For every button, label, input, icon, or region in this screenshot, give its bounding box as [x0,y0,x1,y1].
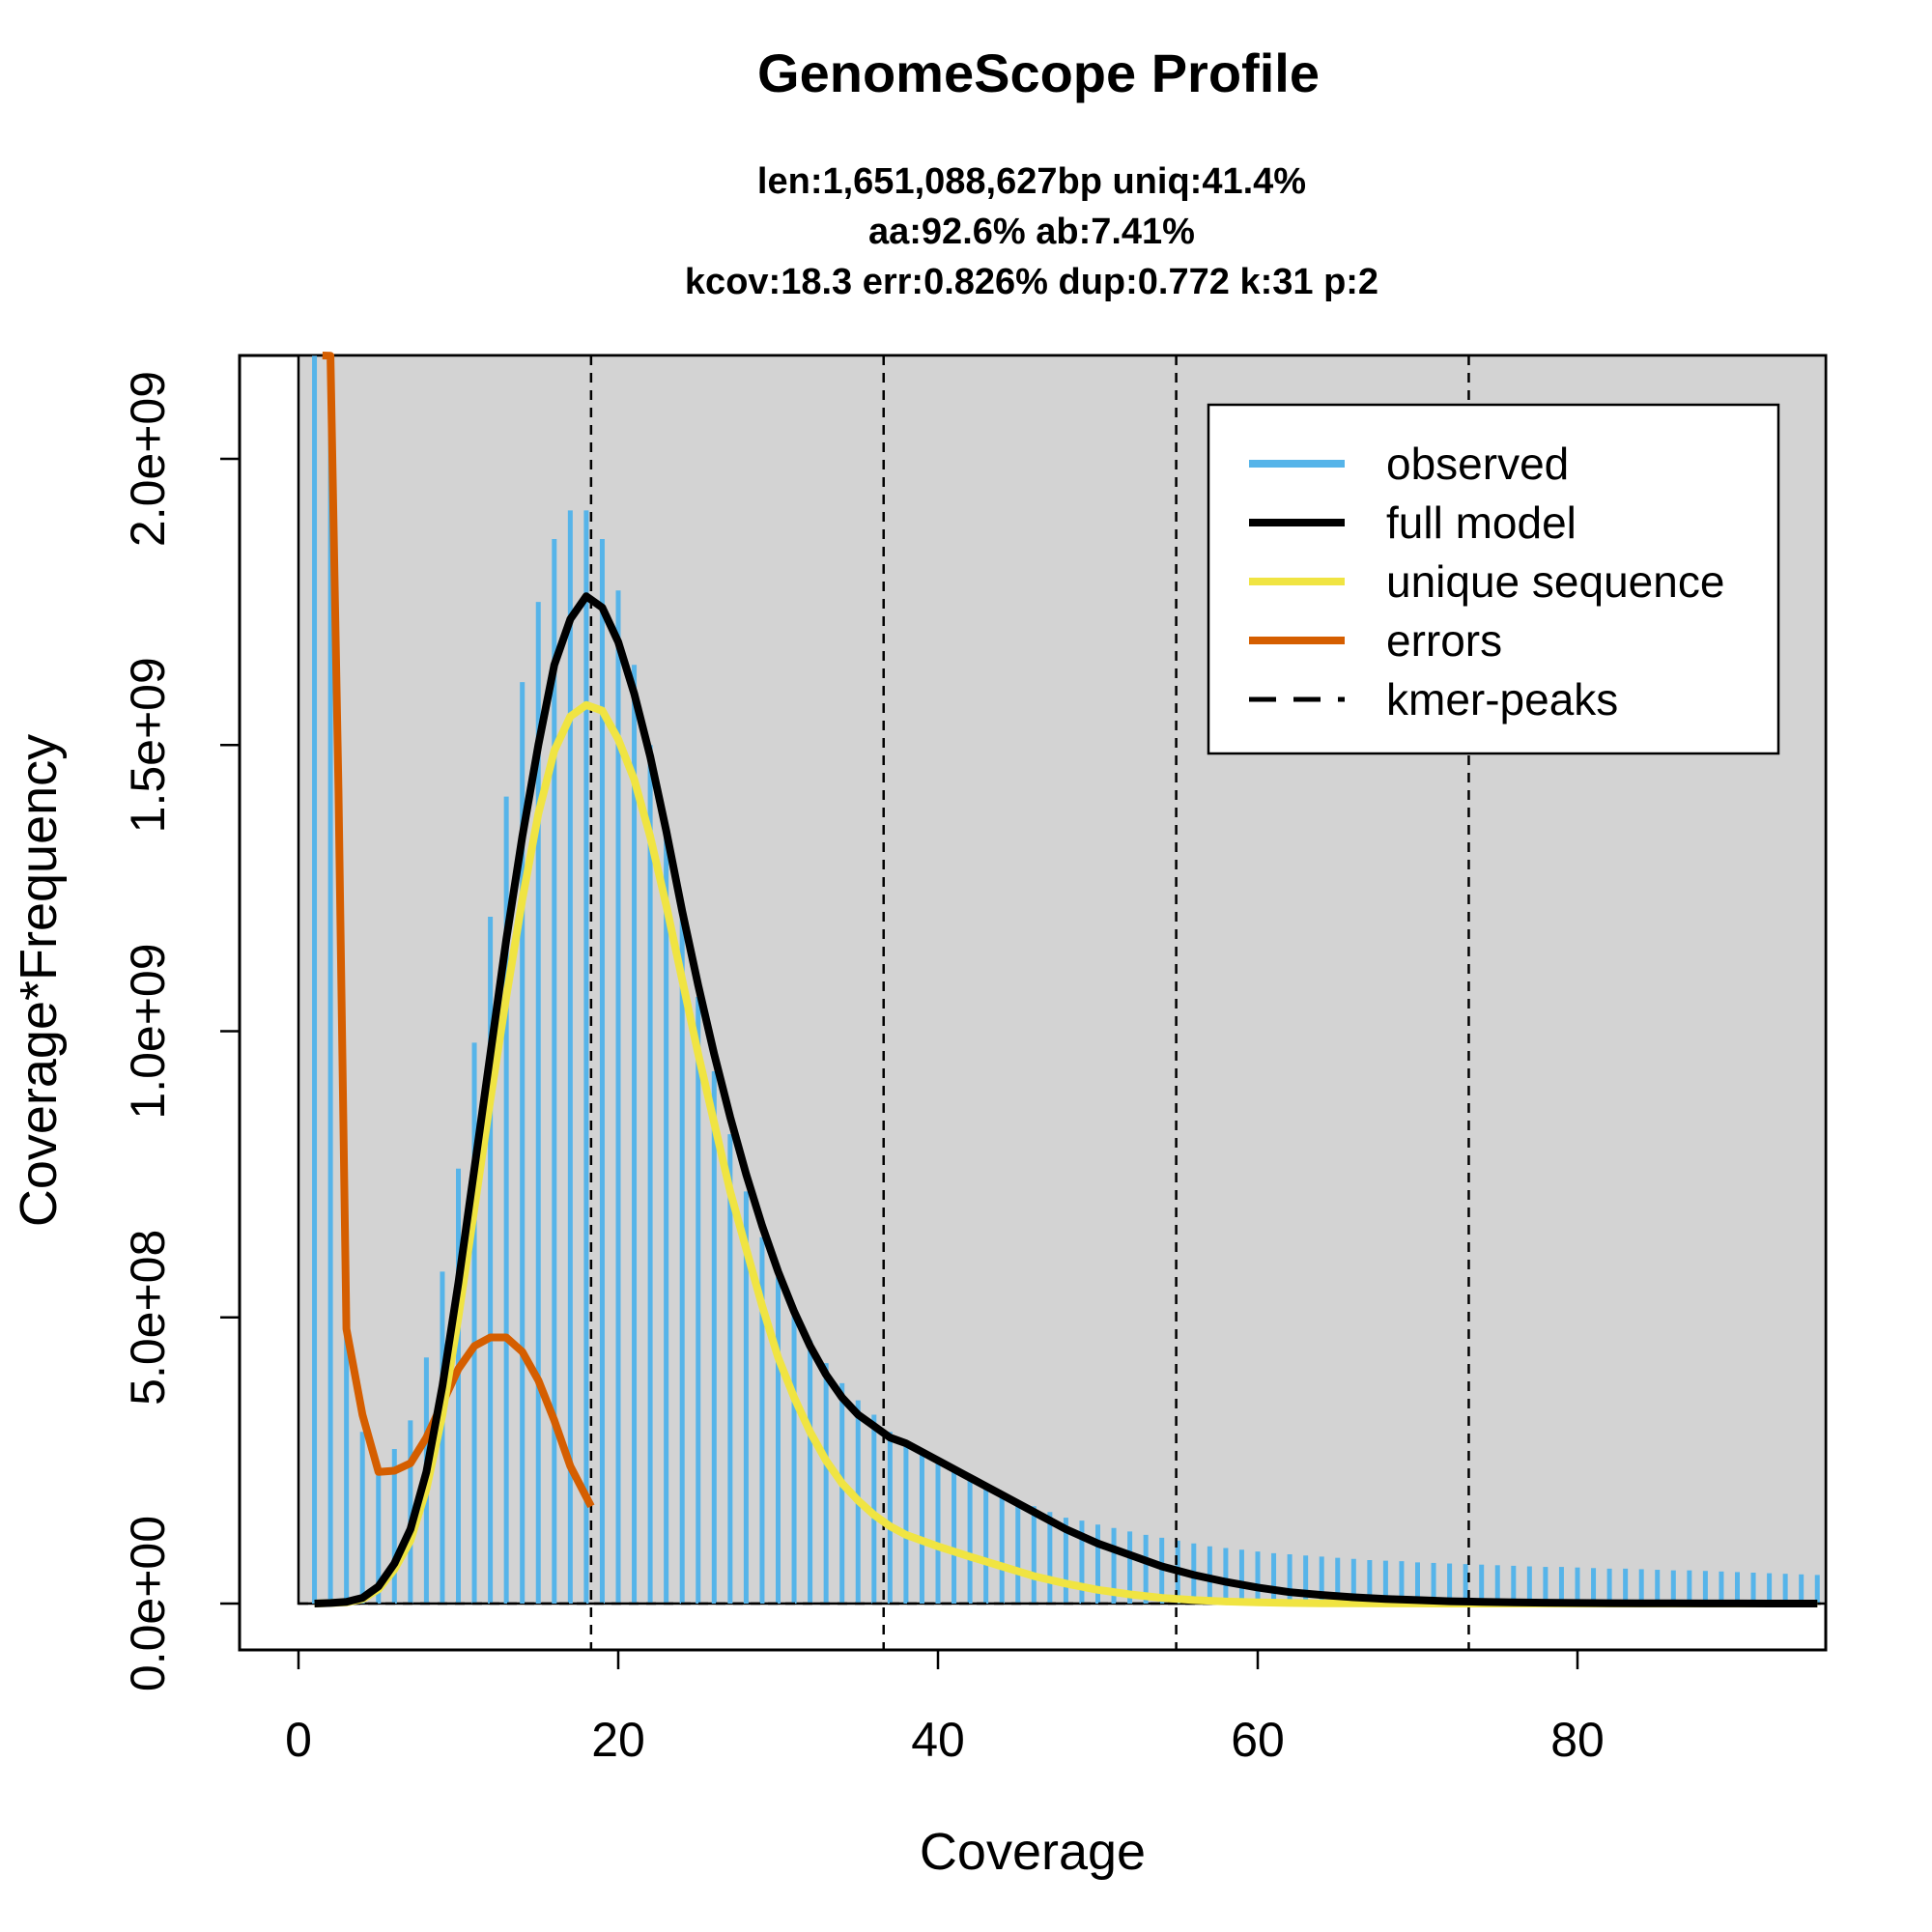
y-tick-label: 2.0e+09 [121,371,175,547]
chart-subtitle-line-3: kcov:18.3 err:0.826% dup:0.772 k:31 p:2 [685,262,1378,302]
x-tick-label: 60 [1231,1713,1285,1767]
x-tick-label: 0 [285,1713,312,1767]
y-tick-label: 0.0e+00 [121,1516,175,1691]
legend: observed full model unique sequence errors k… [1207,403,1780,755]
chart-subtitle-line-1: len:1,651,088,627bp uniq:41.4% [757,161,1306,202]
chart-subtitle-line-2: aa:92.6% ab:7.41% [868,212,1195,252]
x-axis-label: Coverage [920,1823,1146,1881]
observed-bars [312,355,1820,1604]
legend-label-unique-sequence: unique sequence [1386,556,1724,607]
chart-title: GenomeScope Profile [757,43,1320,103]
y-tick-label: 1.0e+09 [121,943,175,1119]
full-model-line [314,592,1818,1607]
model-lines [314,352,1818,1607]
y-axis-label: Coverage*Frequency [10,734,68,1227]
legend-label-errors: errors [1386,615,1502,666]
y-tick-label: 1.5e+09 [121,657,175,833]
x-tick-label: 80 [1550,1713,1605,1767]
x-axis: 0 20 40 60 80 [285,1648,1605,1767]
y-axis: 0.0e+00 5.0e+08 1.0e+09 1.5e+09 2.0e+09 [121,371,242,1691]
legend-label-kmer-peaks: kmer-peaks [1386,674,1618,724]
x-tick-label: 40 [911,1713,965,1767]
x-tick-label: 20 [591,1713,645,1767]
legend-label-observed: observed [1386,439,1569,489]
legend-label-full-model: full model [1386,497,1577,548]
y-tick-label: 5.0e+08 [121,1230,175,1406]
